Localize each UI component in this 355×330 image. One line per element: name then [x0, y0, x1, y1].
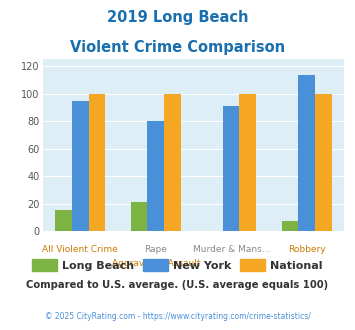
Text: All Violent Crime: All Violent Crime: [43, 245, 118, 254]
Text: Compared to U.S. average. (U.S. average equals 100): Compared to U.S. average. (U.S. average …: [26, 280, 329, 290]
Text: Rape: Rape: [144, 245, 167, 254]
Bar: [147, 121, 164, 231]
Text: © 2025 CityRating.com - https://www.cityrating.com/crime-statistics/: © 2025 CityRating.com - https://www.city…: [45, 312, 310, 321]
Bar: [282, 221, 298, 231]
Bar: [315, 94, 332, 231]
Bar: [131, 202, 147, 231]
Bar: [164, 94, 181, 231]
Text: Violent Crime Comparison: Violent Crime Comparison: [70, 40, 285, 54]
Text: Murder & Mans...: Murder & Mans...: [192, 245, 270, 254]
Text: Aggravated Assault: Aggravated Assault: [111, 259, 200, 268]
Bar: [72, 101, 89, 231]
Bar: [89, 94, 105, 231]
Bar: [55, 211, 72, 231]
Text: Robbery: Robbery: [288, 245, 326, 254]
Bar: [223, 106, 240, 231]
Bar: [240, 94, 256, 231]
Text: 2019 Long Beach: 2019 Long Beach: [107, 10, 248, 25]
Legend: Long Beach, New York, National: Long Beach, New York, National: [28, 255, 327, 276]
Bar: [298, 75, 315, 231]
